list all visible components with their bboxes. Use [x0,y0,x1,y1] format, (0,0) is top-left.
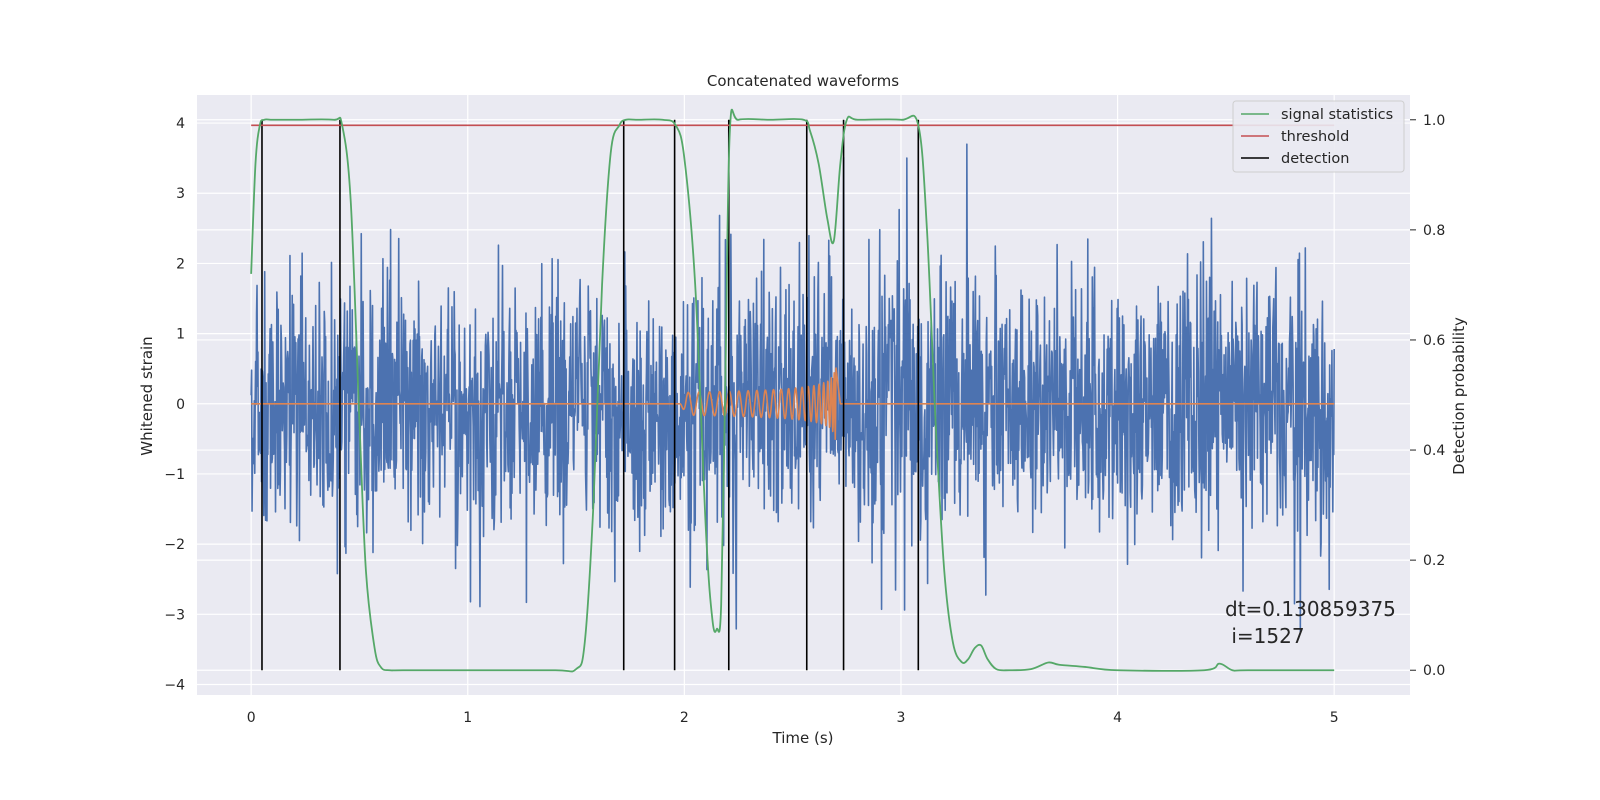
y2-tick-label: 0.4 [1423,443,1445,459]
series-layer [250,108,1335,673]
y2-tick-label: 0.6 [1423,333,1445,349]
legend-box [1232,100,1405,173]
x-tick-label: 2 [680,710,689,726]
chart-title: Concatenated waveforms [707,72,899,90]
tick-labels: 0 1 2 3 4 5 −4 −3 −2 −1 0 1 2 3 4 0.0 0.2 0.4 0.6 0.8 1.0 [164,113,1445,726]
annotation-dt: dt=0.130859375 [1225,597,1396,621]
y2-axis-label: Detection probability [1450,317,1468,475]
chirp-waveform-line [250,367,1335,441]
y-tick-label: 2 [176,256,185,272]
x-axis-label: Time (s) [772,729,834,747]
y-tick-label: −1 [164,467,185,483]
y-tick-label: 1 [176,327,185,343]
y-tick-label: −2 [164,537,185,553]
y-axis-label: Whitened strain [138,336,156,455]
x-tick-label: 3 [897,710,906,726]
legend-label-threshold: threshold [1281,129,1349,145]
legend-label-detection: detection [1281,151,1349,167]
y-tick-label: −4 [164,677,185,693]
x-tick-label: 0 [247,710,256,726]
legend-label-signal-statistics: signal statistics [1281,107,1393,123]
y-tick-label: 3 [176,186,185,202]
y2-tick-label: 0.2 [1423,553,1445,569]
y-tick-label: −3 [164,607,185,623]
legend: signal statistics threshold detection [1232,100,1405,173]
strain-noise-line [250,143,1335,633]
signal-statistics-line [250,108,1335,673]
y-tick-label: 4 [176,116,185,132]
x-tick-label: 4 [1113,710,1122,726]
y-tick-label: 0 [176,397,185,413]
x-tick-label: 5 [1330,710,1339,726]
x-tick-label: 1 [463,710,472,726]
y2-tick-label: 0.0 [1423,663,1445,679]
y2-tick-label: 1.0 [1423,113,1445,129]
y2-tick-label: 0.8 [1423,223,1445,239]
annotation-i: i=1527 [1225,624,1305,648]
